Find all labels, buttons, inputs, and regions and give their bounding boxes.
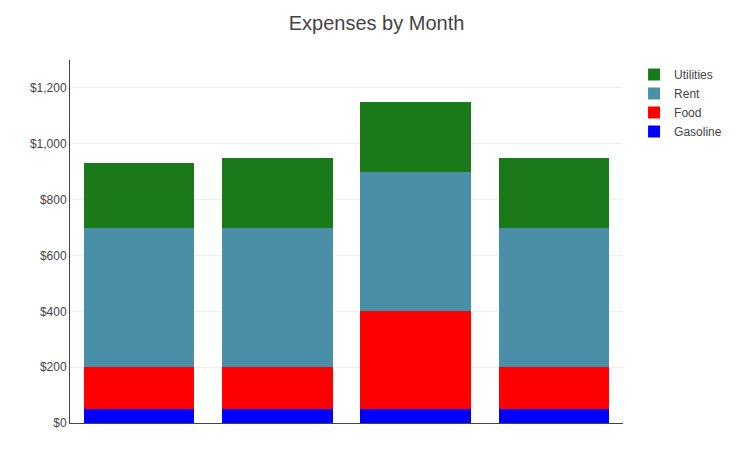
svg-text:Rent: Rent [674,87,700,101]
svg-text:$1,000: $1,000 [30,137,67,151]
svg-text:$600: $600 [40,249,67,263]
svg-text:$200: $200 [40,360,67,374]
svg-text:Gasoline: Gasoline [674,125,722,139]
svg-text:$400: $400 [40,305,67,319]
svg-text:$1,200: $1,200 [30,81,67,95]
svg-text:$800: $800 [40,193,67,207]
svg-text:$0: $0 [53,416,67,430]
svg-text:Utilities: Utilities [674,68,713,82]
svg-text:Food: Food [674,106,701,120]
svg-text:Expenses by Month: Expenses by Month [289,12,465,34]
